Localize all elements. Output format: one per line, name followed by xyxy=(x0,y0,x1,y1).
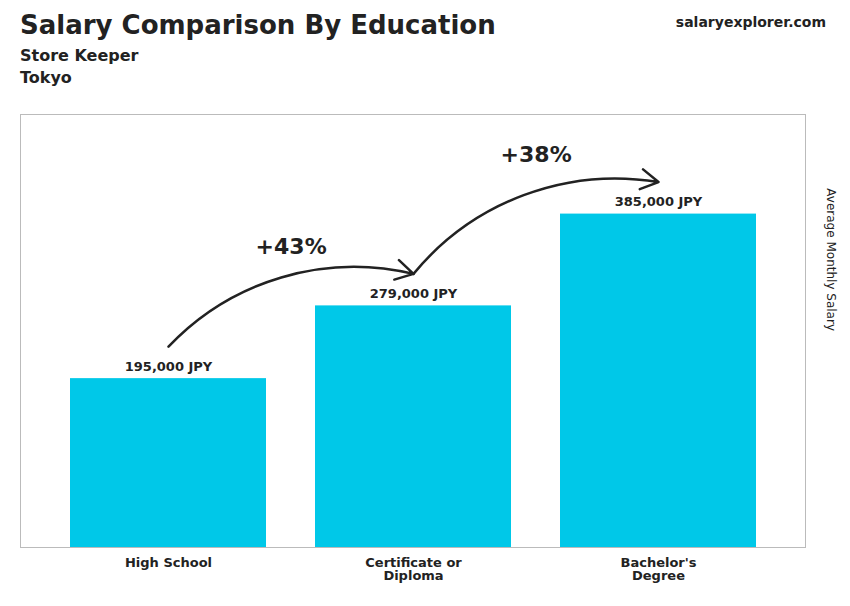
svg-text:+43%: +43% xyxy=(256,234,327,259)
svg-text:279,000 JPY: 279,000 JPY xyxy=(370,286,458,301)
svg-text:Bachelor'sDegree: Bachelor'sDegree xyxy=(621,555,697,583)
svg-text:195,000 JPY: 195,000 JPY xyxy=(125,359,213,374)
html-text:Tokyo: Tokyo xyxy=(20,68,72,87)
svg-text:385,000 JPY: 385,000 JPY xyxy=(615,194,703,209)
svg-text:High School: High School xyxy=(125,555,212,570)
html-text:Salary Comparison By Education: Salary Comparison By Education xyxy=(20,10,496,40)
html-text:salaryexplorer.com: salaryexplorer.com xyxy=(675,14,826,30)
svg-text:Certificate orDiploma: Certificate orDiploma xyxy=(365,555,462,583)
svg-text:+38%: +38% xyxy=(501,142,572,167)
svg-text:Average Monthly Salary: Average Monthly Salary xyxy=(824,188,838,331)
html-text:Store Keeper: Store Keeper xyxy=(20,46,139,65)
